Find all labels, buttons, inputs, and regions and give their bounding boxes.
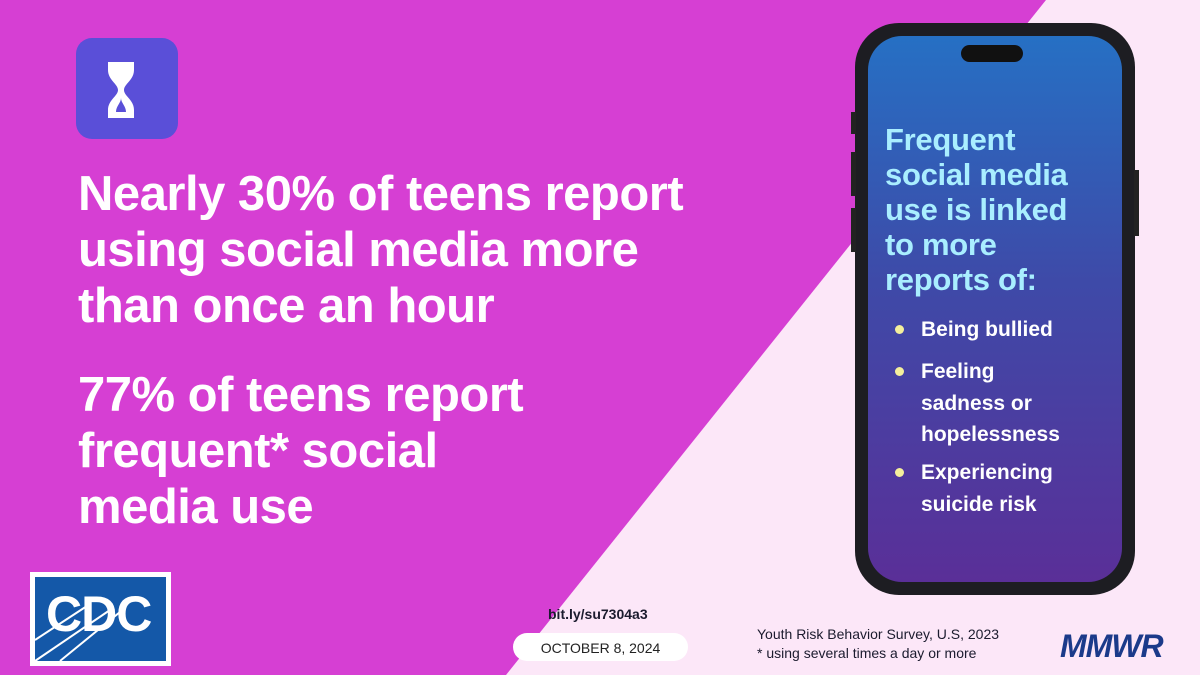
text-line: media use bbox=[78, 480, 314, 534]
note: * using several times a day or more bbox=[757, 645, 977, 661]
bullet-dot bbox=[895, 325, 904, 334]
bullet-line: sadness or bbox=[921, 391, 1032, 415]
brand: MMWR bbox=[1060, 628, 1164, 664]
logo-text: CDC bbox=[46, 586, 152, 642]
phone-heading: Frequent social media use is linked to more… bbox=[885, 122, 1068, 297]
heading-line: social media bbox=[885, 157, 1068, 192]
bullet-dot bbox=[895, 367, 904, 376]
text-line: 77% of teens report bbox=[78, 368, 524, 422]
bullet-line: Experiencing bbox=[921, 461, 1053, 484]
link: bit.ly/su7304a3 bbox=[548, 606, 648, 622]
headline: Nearly 30% of teens report using social m… bbox=[78, 166, 684, 334]
date: OCTOBER 8, 2024 bbox=[540, 640, 661, 656]
heading-line: to more bbox=[885, 227, 997, 262]
bullet: Being bullied bbox=[921, 314, 1053, 346]
text-line: than once an hour bbox=[78, 279, 495, 333]
subheadline: 77% of teens report frequent* social media… bbox=[78, 367, 524, 535]
bullet: Experiencing suicide risk bbox=[921, 457, 1053, 520]
bullet-line: hopelessness bbox=[921, 423, 1060, 446]
bullet-line: suicide risk bbox=[921, 492, 1037, 516]
heading-line: reports of: bbox=[885, 262, 1037, 297]
bullet: Feeling sadness or hopelessness bbox=[921, 356, 1060, 451]
phone-screen bbox=[868, 36, 1122, 582]
text-line: Nearly 30% of teens report bbox=[78, 167, 684, 221]
text-line: using social media more bbox=[78, 223, 639, 277]
heading-line: use is linked bbox=[885, 192, 1068, 227]
bullet-line: Feeling bbox=[921, 360, 995, 383]
text-line: frequent* social bbox=[78, 424, 438, 478]
phone-notch bbox=[961, 45, 1023, 62]
bullet-dot bbox=[895, 468, 904, 477]
source: Youth Risk Behavior Survey, U.S, 2023 bbox=[757, 626, 1000, 642]
bullet-line: Being bullied bbox=[921, 318, 1053, 341]
heading-line: Frequent bbox=[885, 122, 1016, 157]
